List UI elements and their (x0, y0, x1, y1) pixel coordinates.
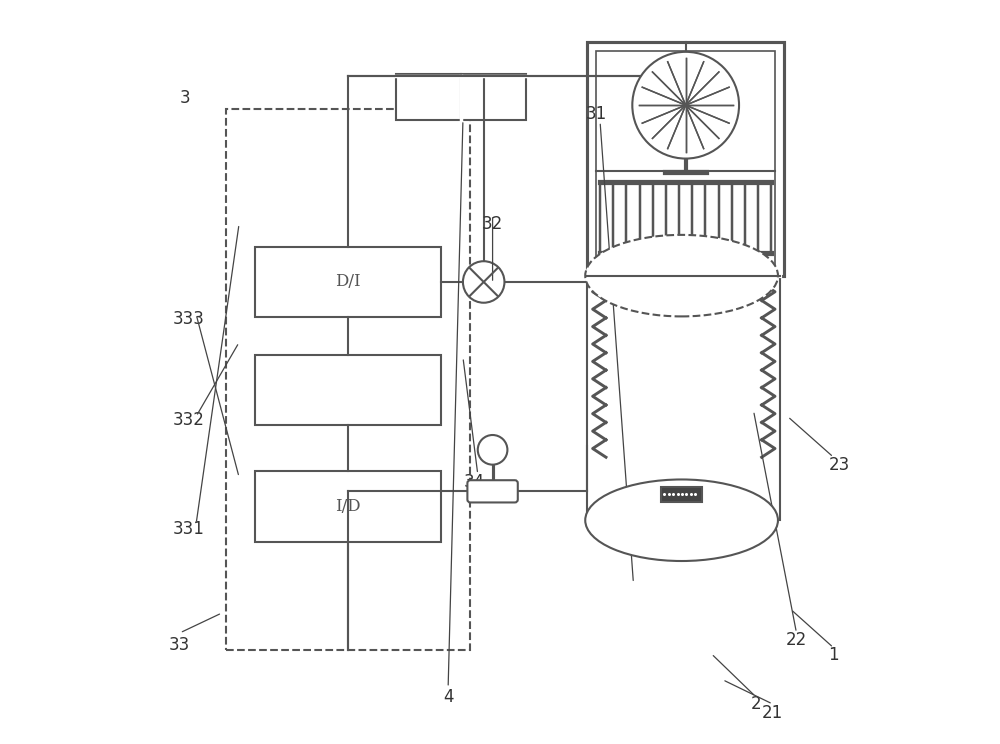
FancyBboxPatch shape (587, 42, 784, 275)
Text: 23: 23 (829, 455, 850, 474)
FancyBboxPatch shape (226, 109, 470, 650)
Text: 1: 1 (828, 646, 839, 664)
FancyBboxPatch shape (255, 471, 441, 542)
Circle shape (478, 435, 507, 465)
FancyBboxPatch shape (255, 355, 441, 426)
FancyBboxPatch shape (467, 480, 518, 502)
Ellipse shape (585, 235, 778, 316)
Circle shape (463, 261, 504, 303)
Text: 4: 4 (443, 687, 453, 705)
Text: I/D: I/D (335, 498, 361, 515)
Text: 34: 34 (463, 472, 485, 491)
Text: 332: 332 (173, 411, 205, 429)
Ellipse shape (585, 479, 778, 561)
Text: 32: 32 (482, 215, 503, 233)
Text: 31: 31 (586, 105, 607, 123)
Text: 33: 33 (169, 636, 190, 654)
FancyBboxPatch shape (596, 51, 775, 267)
Text: D/I: D/I (335, 274, 361, 290)
FancyBboxPatch shape (255, 247, 441, 317)
Text: 3: 3 (180, 89, 190, 106)
FancyBboxPatch shape (661, 487, 702, 501)
Text: 331: 331 (173, 520, 205, 538)
FancyBboxPatch shape (396, 74, 526, 120)
Circle shape (632, 52, 739, 158)
Text: 22: 22 (786, 632, 807, 650)
Text: 2: 2 (750, 695, 761, 713)
Text: 333: 333 (173, 310, 205, 327)
Text: 21: 21 (762, 704, 783, 722)
